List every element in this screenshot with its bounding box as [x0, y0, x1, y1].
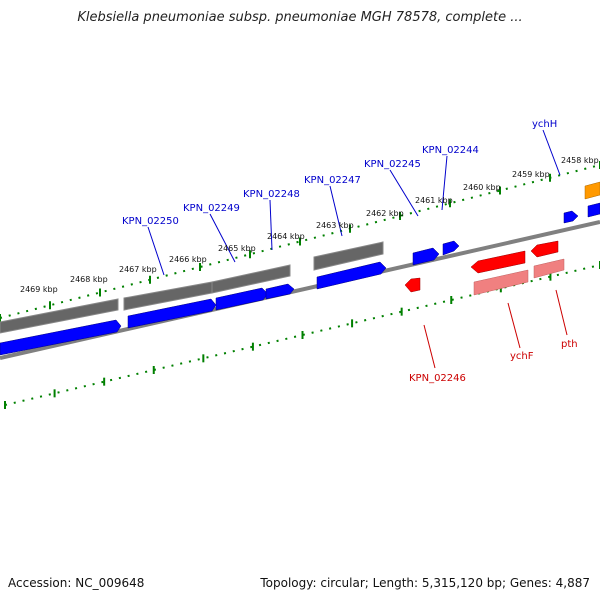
map-title: Klebsiella pneumoniae subsp. pneumoniae … — [77, 10, 523, 25]
gene-label[interactable]: KPN_02246 — [409, 373, 466, 384]
genome-summary-text: Topology: circular; Length: 5,315,120 bp… — [260, 576, 590, 590]
tick-label: 2466 kbp — [169, 255, 207, 264]
tick-label: 2461 kbp — [415, 196, 453, 205]
tick-label: 2460 kbp — [463, 183, 501, 192]
tick-label: 2458 kbp — [561, 156, 599, 165]
tick-label: 2463 kbp — [316, 221, 354, 230]
tick-label: 2469 kbp — [20, 285, 58, 294]
gene-feature[interactable] — [563, 210, 579, 224]
ruler-ticks — [0, 161, 600, 409]
cds-feature[interactable] — [313, 241, 384, 271]
gene-feature[interactable] — [265, 283, 295, 300]
gene-label[interactable]: KPN_02248 — [243, 189, 300, 200]
reverse-leaders — [423, 289, 568, 369]
gene-feature[interactable] — [470, 250, 526, 274]
cds-feature[interactable] — [473, 269, 529, 296]
gene-label[interactable]: KPN_02247 — [304, 175, 361, 186]
gene-feature[interactable] — [530, 240, 559, 258]
tick-label: 2465 kbp — [218, 244, 256, 253]
gene-label[interactable]: KPN_02244 — [422, 145, 479, 156]
tick-labels: 2469 kbp 2468 kbp 2467 kbp 2466 kbp 2465… — [20, 156, 599, 294]
gene-label[interactable]: KPN_02245 — [364, 159, 421, 170]
gene-feature[interactable] — [404, 277, 421, 293]
tick-label: 2467 kbp — [119, 265, 157, 274]
tick-label: 2459 kbp — [512, 170, 550, 179]
cds-feature[interactable] — [0, 298, 119, 334]
gene-feature[interactable] — [0, 319, 122, 356]
forward-gene-labels: KPN_02250 KPN_02249 KPN_02248 KPN_02247 … — [122, 119, 557, 227]
forward-cds-track — [0, 241, 384, 334]
tick-label: 2462 kbp — [366, 209, 404, 218]
cds-feature[interactable] — [533, 258, 565, 279]
gene-feature[interactable] — [442, 240, 460, 256]
gene-feature[interactable] — [587, 202, 600, 218]
gene-label[interactable]: KPN_02250 — [122, 216, 179, 227]
gene-feature[interactable] — [215, 287, 269, 311]
gene-feature[interactable] — [127, 298, 217, 329]
tick-label: 2468 kbp — [70, 275, 108, 284]
gene-feature[interactable] — [316, 261, 387, 290]
reverse-gene-labels: KPN_02246 ychF pth — [409, 339, 578, 384]
reverse-cds-track — [473, 258, 565, 296]
forward-gene-track — [0, 202, 600, 356]
accession-text: Accession: NC_009648 — [8, 576, 145, 590]
gene-label[interactable]: KPN_02249 — [183, 203, 240, 214]
gene-label[interactable]: ychH — [532, 119, 557, 130]
cds-feature[interactable] — [211, 264, 291, 294]
tick-label: 2464 kbp — [267, 232, 305, 241]
gene-label[interactable]: ychF — [510, 351, 534, 362]
forward-leaders — [147, 129, 561, 276]
reverse-gene-track — [404, 240, 559, 293]
gene-feature[interactable] — [584, 181, 600, 200]
gene-feature[interactable] — [412, 247, 440, 266]
gene-label[interactable]: pth — [561, 339, 578, 350]
